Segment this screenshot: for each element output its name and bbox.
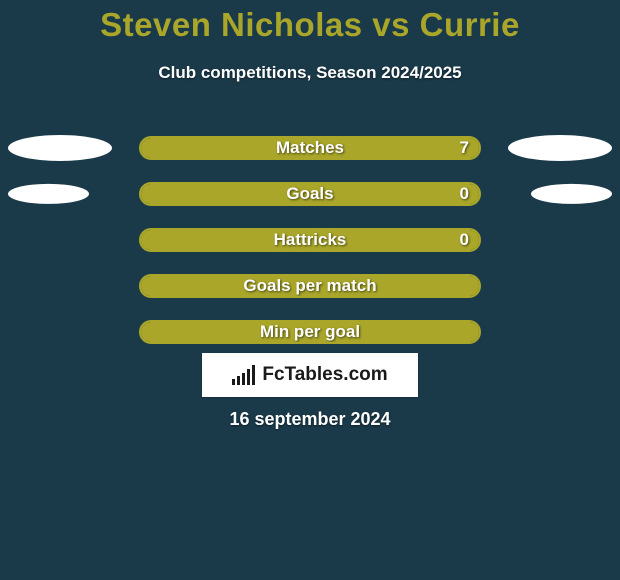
date-line: 16 september 2024 — [0, 409, 620, 430]
subtitle: Club competitions, Season 2024/2025 — [0, 63, 620, 83]
stat-value-right: 0 — [460, 184, 469, 204]
player-left-marker — [8, 135, 112, 161]
comparison-infographic: Steven Nicholas vs Currie Club competiti… — [0, 0, 620, 580]
brand-text: FcTables.com — [262, 364, 387, 386]
stat-rows: Matches7Goals0Hattricks0Goals per matchM… — [0, 125, 620, 355]
stat-label: Hattricks — [141, 230, 479, 250]
stat-value-right: 0 — [460, 230, 469, 250]
stat-label: Min per goal — [141, 322, 479, 342]
stat-label: Matches — [141, 138, 479, 158]
player-left-marker — [8, 184, 89, 204]
stat-row: Matches7 — [0, 125, 620, 171]
page-title: Steven Nicholas vs Currie — [0, 0, 620, 44]
stat-bar: Goals per match — [139, 274, 481, 298]
stat-label: Goals — [141, 184, 479, 204]
stat-bar: Goals0 — [139, 182, 481, 206]
player-right-marker — [508, 135, 612, 161]
stat-row: Hattricks0 — [0, 217, 620, 263]
stat-bar: Matches7 — [139, 136, 481, 160]
stat-row: Goals0 — [0, 171, 620, 217]
stat-bar: Min per goal — [139, 320, 481, 344]
stat-value-right: 7 — [460, 138, 469, 158]
bar-chart-icon — [232, 365, 256, 385]
player-right-marker — [531, 184, 612, 204]
stat-label: Goals per match — [141, 276, 479, 296]
stat-bar: Hattricks0 — [139, 228, 481, 252]
stat-row: Goals per match — [0, 263, 620, 309]
brand-badge: FcTables.com — [202, 353, 418, 397]
stat-row: Min per goal — [0, 309, 620, 355]
